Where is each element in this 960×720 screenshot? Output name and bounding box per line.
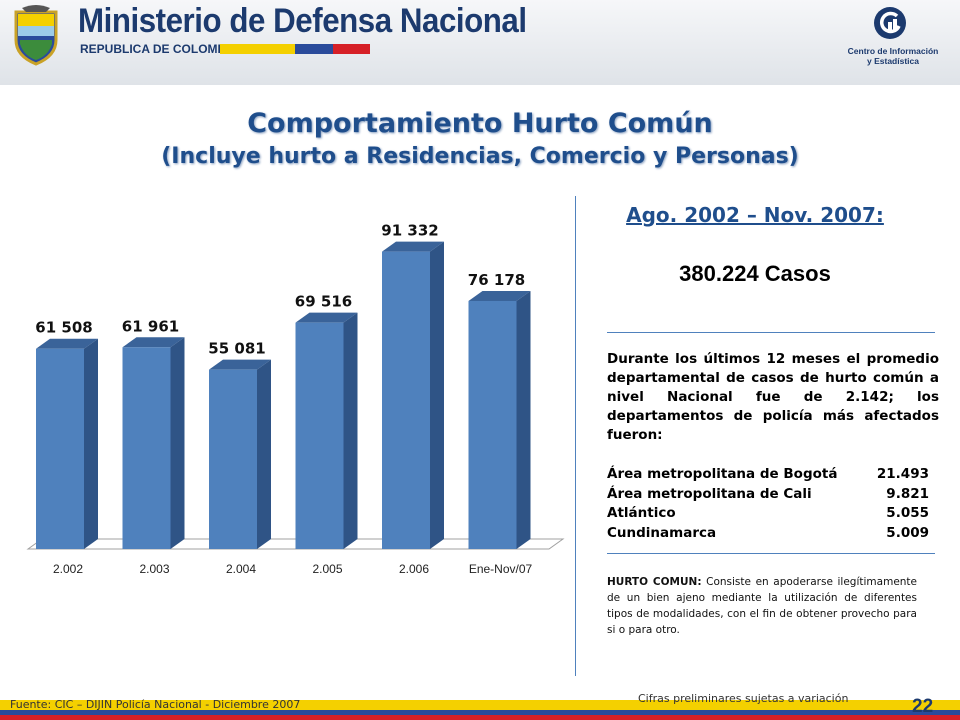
- data-label: 91 332: [381, 222, 438, 240]
- divider-top: [607, 332, 935, 333]
- bar-side: [343, 312, 358, 549]
- definition-body: Consiste en apoderarse ilegítimamente de…: [607, 576, 918, 636]
- period-heading: Ago. 2002 – Nov. 2007:: [626, 203, 884, 227]
- data-label: 61 961: [122, 317, 179, 335]
- bar-top: [468, 290, 531, 301]
- flag-stripe: [220, 44, 370, 54]
- department-row: Área metropolitana de Bogotá 21.493: [607, 465, 929, 485]
- department-name: Área metropolitana de Cali: [607, 485, 812, 502]
- bar: [36, 348, 84, 549]
- republic-label: REPUBLICA DE COLOMBIA: [80, 42, 239, 56]
- department-row: Atlántico 5.055: [607, 504, 929, 524]
- department-name: Cundinamarca: [607, 524, 717, 541]
- bar-side: [516, 290, 531, 549]
- divider-bottom: [607, 553, 935, 554]
- department-value: 5.055: [886, 505, 929, 521]
- source-note: Fuente: CIC – DIJIN Policía Nacional - D…: [10, 698, 301, 711]
- bar-chart: 61 508 2.002 61 961 2.003 55 081 2.004 69 516 2…: [26, 222, 565, 576]
- page-subtitle: (Incluye hurto a Residencias, Comercio y…: [161, 144, 799, 169]
- department-row: Cundinamarca 5.009: [607, 524, 929, 544]
- data-label: 55 081: [208, 340, 265, 358]
- vertical-divider: [575, 196, 576, 676]
- page-number: 22: [912, 696, 934, 717]
- department-row: Área metropolitana de Cali 9.821: [607, 485, 929, 505]
- x-tick-label: 2.005: [312, 562, 342, 576]
- bar: [122, 347, 171, 549]
- definition-term: HURTO COMUN:: [607, 576, 702, 588]
- bar-top: [209, 359, 271, 370]
- flag-footer: [0, 700, 960, 720]
- department-value: 21.493: [876, 466, 929, 482]
- ministry-title: Ministerio de Defensa Nacional: [78, 2, 527, 40]
- total-cases: 380.224 Casos: [679, 261, 831, 286]
- description-text: Durante los últimos 12 meses el promedio…: [607, 351, 939, 443]
- department-value: 5.009: [886, 524, 929, 541]
- coat-of-arms-icon: [14, 5, 58, 66]
- cie-logo-icon: [874, 7, 906, 39]
- x-tick-label: 2.006: [399, 562, 429, 576]
- x-tick-label: 2.004: [226, 562, 256, 576]
- bar-top: [295, 312, 358, 323]
- bar-top: [382, 241, 444, 252]
- cie-label: Centro de Información y Estadística: [838, 46, 948, 66]
- bar-top: [36, 338, 98, 349]
- header-banner: Ministerio de Defensa Nacional REPUBLICA…: [0, 0, 960, 85]
- bar-top: [122, 337, 185, 348]
- page-title: Comportamiento Hurto Común: [247, 108, 713, 139]
- departments-list: Área metropolitana de Bogotá 21.493 Área m…: [607, 465, 929, 543]
- x-tick-label: Ene-Nov/07: [469, 562, 533, 576]
- x-tick-label: 2.002: [53, 562, 83, 576]
- cie-line-1: Centro de Información: [847, 46, 939, 56]
- data-label: 69 516: [295, 293, 352, 311]
- cie-line-2: y Estadística: [867, 56, 919, 66]
- bar-side: [257, 359, 271, 549]
- preliminary-note: Cifras preliminares sujetas a variación: [638, 692, 849, 705]
- data-label: 76 178: [468, 271, 525, 289]
- definition-text: HURTO COMUN: Consiste en apoderarse ileg…: [607, 574, 917, 638]
- bar: [295, 322, 344, 549]
- department-name: Atlántico: [607, 505, 676, 521]
- x-tick-label: 2.003: [139, 562, 169, 576]
- bar-side: [170, 337, 185, 549]
- data-label: 61 508: [35, 319, 92, 337]
- bar-side: [430, 241, 444, 549]
- department-value: 9.821: [886, 485, 929, 502]
- bar: [468, 300, 517, 549]
- bar-side: [84, 338, 98, 549]
- bar: [209, 369, 257, 549]
- bar: [382, 251, 430, 549]
- department-name: Área metropolitana de Bogotá: [607, 466, 838, 482]
